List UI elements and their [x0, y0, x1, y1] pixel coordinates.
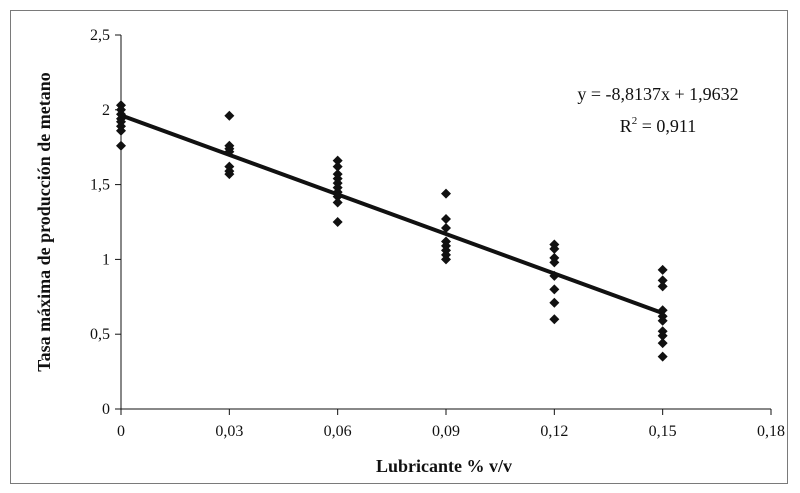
- data-point: [441, 254, 451, 265]
- y-tick-label: 2: [102, 102, 110, 119]
- data-point: [549, 284, 560, 295]
- x-tick-label: 0,03: [215, 423, 243, 440]
- x-axis-title: Lubricante % v/v: [376, 456, 512, 476]
- trendline-equation: y = -8,8137x + 1,9632: [577, 84, 738, 104]
- data-point: [441, 214, 451, 225]
- y-tick-label: 2,5: [90, 27, 110, 44]
- r-squared-value: = 0,911: [637, 116, 696, 136]
- data-point: [657, 281, 668, 292]
- data-point: [116, 140, 126, 151]
- y-tick-label: 1,5: [90, 177, 110, 194]
- x-tick-label: 0,12: [540, 423, 568, 440]
- data-point: [657, 264, 668, 275]
- y-tick-label: 0: [102, 401, 110, 418]
- data-point: [116, 125, 126, 136]
- data-point: [549, 297, 560, 308]
- data-point: [332, 191, 343, 202]
- data-point: [657, 315, 668, 326]
- y-tick-label: 0,5: [90, 326, 110, 343]
- data-point: [657, 275, 668, 286]
- y-axis: 0 0,5 1 1,5 2 2,5: [90, 27, 122, 418]
- data-point: [657, 330, 668, 341]
- y-axis-title: Tasa máxima de producción de metano: [34, 72, 54, 372]
- r-squared-exponent: 2: [632, 115, 638, 127]
- data-point: [224, 146, 235, 157]
- r-squared-label: R2 = 0,911: [620, 115, 697, 136]
- chart-frame: [10, 10, 788, 484]
- x-tick-label: 0,15: [649, 423, 677, 440]
- y-tick-label: 1: [102, 251, 110, 268]
- data-point: [224, 169, 235, 180]
- data-point: [549, 257, 560, 268]
- data-point: [549, 314, 560, 325]
- data-point: [441, 188, 451, 199]
- x-tick-label: 0,06: [324, 423, 352, 440]
- data-point: [441, 222, 451, 233]
- trendline: [120, 113, 664, 315]
- x-axis: 0 0,03 0,06 0,09 0,12 0,15 0,18: [117, 408, 785, 440]
- data-point: [657, 305, 668, 316]
- x-tick-label: 0,09: [432, 423, 460, 440]
- data-point: [332, 161, 343, 172]
- trendline-group: [120, 113, 664, 315]
- data-point: [549, 270, 560, 281]
- data-point: [224, 110, 235, 121]
- data-point: [332, 217, 343, 227]
- data-point: [657, 351, 668, 362]
- x-tick-label: 0,18: [757, 423, 785, 440]
- data-point: [549, 243, 560, 254]
- r-squared-prefix: R: [620, 116, 632, 136]
- data-point: [332, 197, 343, 208]
- x-tick-label: 0: [117, 423, 125, 440]
- data-point: [332, 155, 343, 166]
- data-points: [116, 100, 668, 362]
- data-point: [657, 338, 668, 349]
